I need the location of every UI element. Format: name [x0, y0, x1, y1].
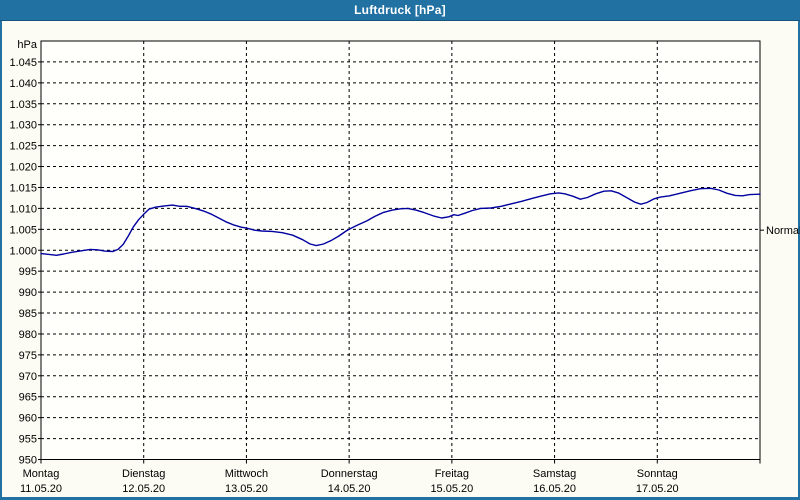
window-title: Luftdruck [hPa]	[354, 3, 446, 17]
chart-panel	[2, 21, 798, 497]
window-title-bar: Luftdruck [hPa]	[0, 0, 800, 21]
